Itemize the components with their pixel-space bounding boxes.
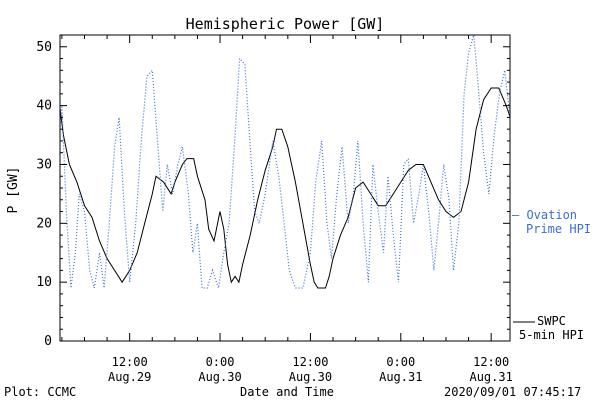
x-tick-label: 12:00 — [473, 355, 509, 369]
x-tick-date-label: Aug.31 — [469, 370, 512, 384]
plot-area: 0102030405012:00Aug.290:00Aug.3012:00Aug… — [36, 34, 513, 384]
plot-credit: Plot: CCMC — [4, 385, 76, 399]
ovation-hpi-line — [60, 35, 510, 289]
legend-swpc-label: SWPC — [537, 314, 566, 328]
swpc-hpi-line — [60, 87, 510, 289]
y-tick-label: 10 — [36, 275, 52, 290]
y-tick-label: 50 — [36, 40, 52, 55]
y-tick-label: 30 — [36, 157, 52, 172]
x-axis-label: Date and Time — [240, 385, 334, 399]
plot-timestamp: 2020/09/01 07:45:17 — [444, 385, 581, 399]
legend-swpc-label-line2: 5-min HPI — [519, 328, 584, 342]
x-tick-label: 0:00 — [206, 355, 235, 369]
x-tick-date-label: Aug.31 — [379, 370, 422, 384]
y-tick-label: 0 — [44, 334, 52, 349]
x-tick-date-label: Aug.29 — [108, 370, 151, 384]
x-tick-label: 12:00 — [292, 355, 328, 369]
y-tick-label: 20 — [36, 216, 52, 231]
legend-ovation-label: – Ovation — [512, 208, 577, 222]
x-tick-date-label: Aug.30 — [289, 370, 332, 384]
plot-frame — [59, 34, 511, 342]
chart-title: Hemispheric Power [GW] — [186, 15, 385, 33]
y-axis-label: P [GW] — [6, 167, 21, 214]
x-tick-label: 0:00 — [386, 355, 415, 369]
x-tick-date-label: Aug.30 — [198, 370, 241, 384]
legend-ovation-label-line2: Prime HPI — [526, 222, 591, 236]
y-tick-label: 40 — [36, 99, 52, 114]
x-tick-label: 12:00 — [112, 355, 148, 369]
